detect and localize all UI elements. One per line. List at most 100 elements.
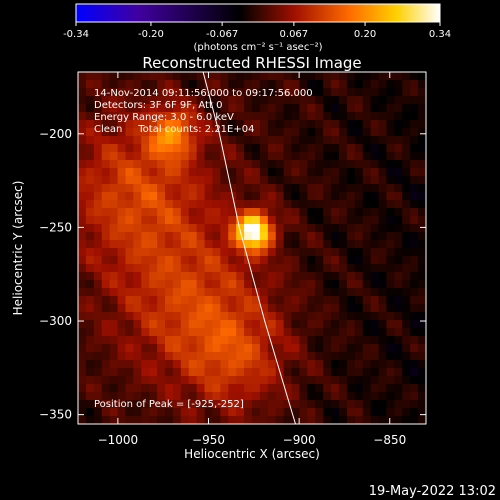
heatmap-cell [259, 88, 269, 97]
heatmap-cell [180, 360, 190, 369]
heatmap-cell [93, 320, 103, 329]
heatmap-cell [133, 352, 142, 361]
heatmap-cell [180, 208, 190, 217]
heatmap-cell [315, 112, 324, 121]
heatmap-cell [346, 208, 356, 217]
heatmap-cell [172, 200, 182, 209]
heatmap-cell [101, 192, 111, 201]
heatmap-cell [418, 416, 426, 424]
heatmap-cell [180, 256, 190, 265]
heatmap-cell [125, 296, 134, 305]
heatmap-cell [418, 224, 426, 233]
heatmap-cell [362, 176, 372, 185]
heatmap-cell [394, 224, 403, 233]
heatmap-cell [394, 368, 403, 377]
heatmap-cell [331, 376, 340, 385]
heatmap-cell [236, 352, 245, 361]
heatmap-cell [252, 248, 261, 257]
heatmap-cell [109, 400, 119, 409]
heatmap-cell [402, 192, 411, 201]
heatmap-cell [346, 72, 356, 81]
heatmap-cell [410, 144, 419, 153]
heatmap-cell [172, 296, 182, 305]
heatmap-cell [307, 184, 316, 193]
heatmap-cell [291, 176, 301, 185]
heatmap-cell [307, 392, 316, 401]
heatmap-cell [212, 344, 221, 353]
heatmap-cell [133, 104, 142, 113]
heatmap-cell [220, 336, 229, 345]
heatmap-cell [307, 144, 316, 153]
heatmap-cell [212, 96, 221, 105]
heatmap-cell [125, 368, 134, 377]
heatmap-cell [331, 280, 340, 289]
heatmap-cell [252, 336, 261, 345]
heatmap-cell [180, 392, 190, 401]
heatmap-cell [386, 200, 395, 209]
heatmap-cell [125, 248, 134, 257]
heatmap-cell [354, 128, 364, 137]
heatmap-cell [93, 192, 103, 201]
x-tick-label: −850 [373, 433, 406, 447]
info-line-detectors: Detectors: 3F 6F 9F, Att 0 [94, 100, 222, 111]
heatmap-cell [117, 168, 127, 177]
heatmap-cell [85, 248, 95, 257]
heatmap-cell [354, 408, 364, 417]
heatmap-cell [346, 128, 356, 137]
heatmap-cell [331, 400, 340, 409]
heatmap-cell [133, 400, 142, 409]
heatmap-cell [307, 376, 316, 385]
heatmap-cell [346, 200, 356, 209]
heatmap-cell [117, 152, 127, 161]
heatmap-cell [93, 408, 103, 417]
heatmap-cell [259, 336, 269, 345]
heatmap-cell [125, 144, 134, 153]
heatmap-cell [196, 112, 206, 121]
heatmap-cell [196, 200, 206, 209]
heatmap-cell [418, 320, 426, 329]
heatmap-cell [370, 152, 380, 161]
heatmap-cell [188, 104, 198, 113]
heatmap-cell [101, 328, 111, 337]
heatmap-cell [331, 312, 340, 321]
heatmap-cell [339, 336, 348, 345]
heatmap-cell [125, 176, 134, 185]
heatmap-cell [180, 344, 190, 353]
heatmap-cell [323, 416, 332, 424]
heatmap-cell [157, 272, 166, 281]
heatmap-cell [125, 88, 134, 97]
heatmap-cell [157, 120, 166, 129]
heatmap-cell [244, 80, 253, 89]
heatmap-cell [149, 312, 158, 321]
heatmap-cell [418, 376, 426, 385]
heatmap-cell [220, 224, 229, 233]
heatmap-cell [188, 176, 198, 185]
heatmap-cell [149, 176, 158, 185]
heatmap-cell [362, 224, 372, 233]
heatmap-cell [117, 304, 127, 313]
heatmap-cell [141, 96, 150, 105]
heatmap-cell [236, 416, 245, 424]
heatmap-cell [283, 280, 293, 289]
heatmap-cell [394, 128, 403, 137]
heatmap-cell [394, 104, 403, 113]
heatmap-cell [172, 96, 182, 105]
heatmap-cell [149, 328, 158, 337]
heatmap-cell [283, 352, 293, 361]
heatmap-cell [244, 168, 253, 177]
heatmap-cell [141, 208, 150, 217]
heatmap-cell [133, 344, 142, 353]
heatmap-cell [370, 192, 380, 201]
heatmap-cell [149, 224, 158, 233]
heatmap-cell [378, 264, 388, 273]
heatmap-cell [133, 240, 142, 249]
heatmap-cell [402, 288, 411, 297]
heatmap-cell [354, 352, 364, 361]
heatmap-cell [101, 120, 111, 129]
heatmap-cell [402, 112, 411, 121]
heatmap-cell [386, 408, 395, 417]
heatmap-cell [331, 168, 340, 177]
heatmap-cell [394, 256, 403, 265]
heatmap-cell [339, 272, 348, 281]
heatmap-cell [220, 248, 229, 257]
